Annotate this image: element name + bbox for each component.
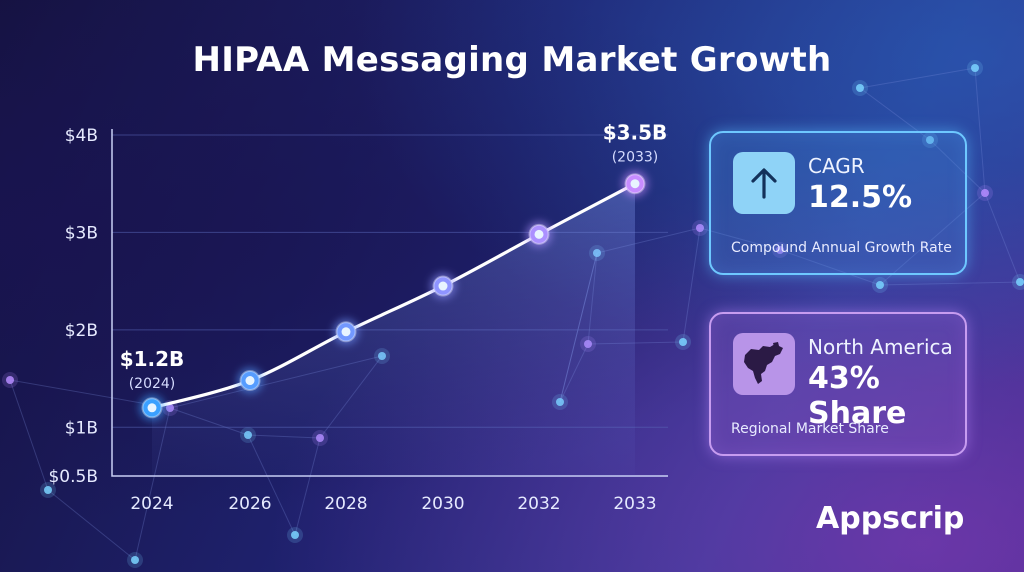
x-tick-label: 2028 [324,494,367,514]
x-tick-label: 2030 [421,494,464,514]
region-heading: North America [808,335,953,359]
x-tick-label: 2033 [613,494,656,514]
annotation-year: (2024) [129,376,176,392]
annotation-value: $3.5B [603,121,668,145]
cagr-value: 12.5% [808,180,913,215]
north-america-map-icon [733,333,795,395]
cagr-card: CAGR 12.5% Compound Annual Growth Rate [709,131,967,275]
area-fill [152,183,635,476]
annotation-value: $1.2B [120,347,185,371]
brand-logo-text: Appscrip [816,501,965,536]
page-title: HIPAA Messaging Market Growth [192,40,832,80]
cagr-caption: Compound Annual Growth Rate [731,240,952,256]
x-tick-label: 2024 [130,494,173,514]
y-tick-label: $1B [65,418,98,438]
y-tick-label: $0.5B [48,467,98,487]
region-share-caption: Regional Market Share [731,421,889,437]
arrow-up-icon [733,152,795,214]
annotation-year: (2033) [612,150,659,166]
y-tick-label: $2B [65,321,98,341]
cagr-heading: CAGR [808,154,865,178]
x-tick-label: 2032 [517,494,560,514]
y-tick-label: $3B [65,223,98,243]
region-share-card: North America 43% Share Regional Market … [709,312,967,456]
region-share-value: 43% Share [808,361,907,431]
y-tick-label: $4B [65,126,98,146]
x-tick-label: 2026 [228,494,271,514]
